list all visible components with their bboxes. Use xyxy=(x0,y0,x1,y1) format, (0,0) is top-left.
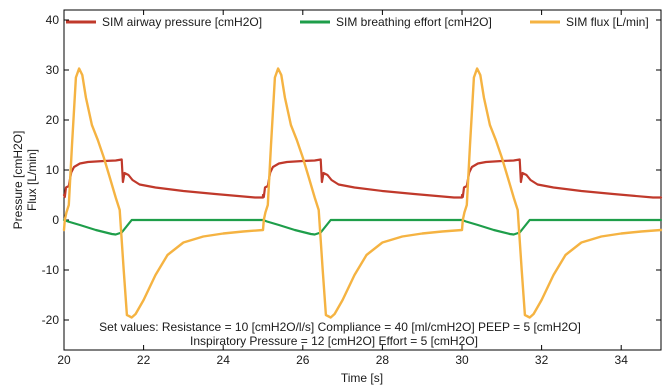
y-tick-label: -20 xyxy=(42,313,60,327)
legend-label: SIM flux [L/min] xyxy=(566,15,649,29)
legend-label: SIM breathing effort [cmH2O] xyxy=(336,15,492,29)
axis-ticks: 20 22 24 26 28 30 32 34 -20 -10 0 10 20 30 40 xyxy=(42,10,661,367)
x-tick-label: 20 xyxy=(57,353,71,367)
x-tick-label: 22 xyxy=(137,353,151,367)
series-layer xyxy=(62,67,663,319)
y-tick-label: 30 xyxy=(46,63,60,77)
y-tick-label: 20 xyxy=(46,113,60,127)
x-axis-title: Time [s] xyxy=(341,371,383,385)
series-line-2 xyxy=(62,218,663,236)
series-line-1 xyxy=(62,158,663,199)
x-tick-label: 26 xyxy=(296,353,310,367)
y-tick-label: 0 xyxy=(52,213,59,227)
y-axis-title-line-1: Pressure [cmH2O] xyxy=(11,131,25,230)
y-axis-title-line-2: Flux [L/min] xyxy=(25,149,39,211)
x-tick-label: 28 xyxy=(376,353,390,367)
x-tick-label: 32 xyxy=(535,353,549,367)
plot-frame xyxy=(63,9,662,351)
y-tick-label: 10 xyxy=(46,163,60,177)
x-tick-label: 34 xyxy=(615,353,629,367)
annotation-line-2: Inspiratory Pressure = 12 [cmH2O] Effort… xyxy=(190,334,478,348)
y-tick-label: 40 xyxy=(46,13,60,27)
annotation-line-1: Set values: Resistance = 10 [cmH2O/l/s] … xyxy=(99,320,581,334)
legend: SIM airway pressure [cmH2O] SIM breathing… xyxy=(66,15,649,29)
x-tick-label: 30 xyxy=(455,353,469,367)
x-tick-label: 24 xyxy=(217,353,231,367)
legend-label: SIM airway pressure [cmH2O] xyxy=(102,15,262,29)
series-line-3 xyxy=(62,67,663,319)
y-tick-label: -10 xyxy=(42,263,60,277)
